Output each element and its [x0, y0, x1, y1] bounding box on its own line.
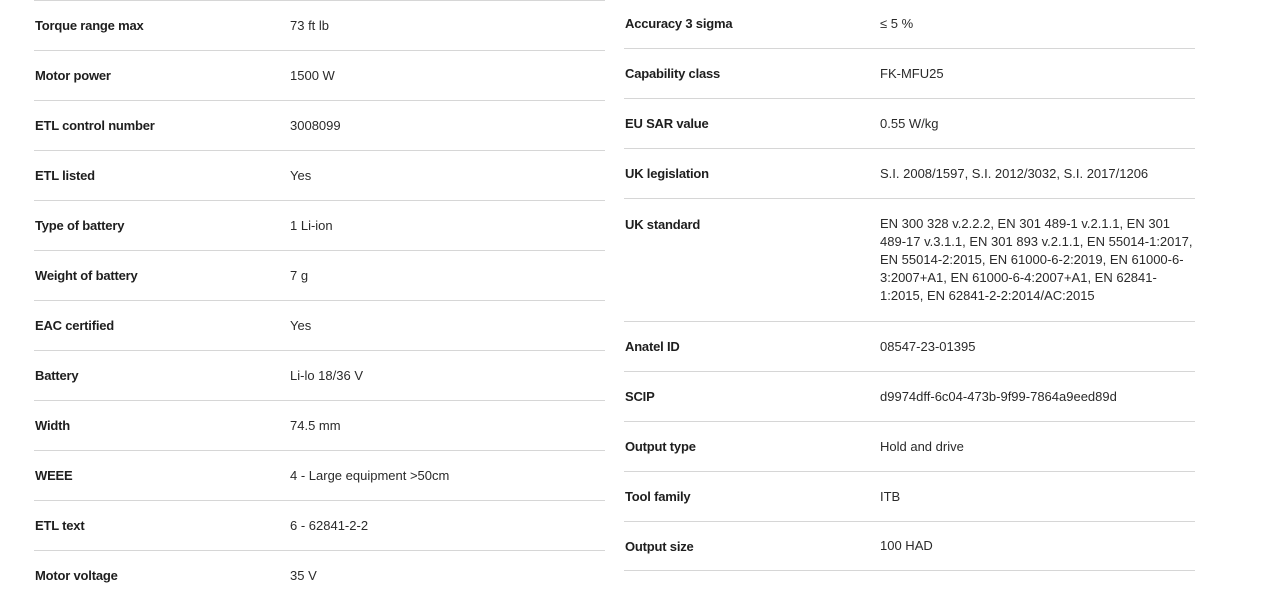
spec-label: UK legislation: [625, 166, 709, 181]
spec-label: EU SAR value: [625, 116, 709, 131]
spec-value: Yes: [290, 317, 312, 333]
spec-value: d9974dff-6c04-473b-9f99-7864a9eed89d: [880, 388, 1117, 404]
spec-value: 74.5 mm: [290, 417, 341, 433]
spec-row: EU SAR value 0.55 W/kg: [624, 98, 1195, 148]
spec-row: SCIP d9974dff-6c04-473b-9f99-7864a9eed89d: [624, 371, 1195, 421]
spec-label: Battery: [35, 368, 79, 383]
spec-table-right: Accuracy 3 sigma ≤ 5 % Capability class FK-…: [624, 0, 1195, 571]
spec-row: UK legislation S.I. 2008/1597, S.I. 2012/…: [624, 148, 1195, 198]
spec-value: 1 Li-ion: [290, 217, 333, 233]
spec-row: Torque range max 73 ft lb: [34, 0, 605, 50]
spec-value: FK-MFU25: [880, 65, 944, 81]
spec-label: Motor power: [35, 68, 111, 83]
spec-row: UK standard EN 300 328 v.2.2.2, EN 301 48…: [624, 198, 1195, 321]
spec-label: Weight of battery: [35, 268, 138, 283]
spec-label: WEEE: [35, 468, 73, 483]
spec-row: Capability class FK-MFU25: [624, 48, 1195, 98]
spec-row: ETL listed Yes: [34, 150, 605, 200]
spec-label: EAC certified: [35, 318, 115, 333]
spec-row: EAC certified Yes: [34, 300, 605, 350]
spec-label: ETL control number: [35, 118, 155, 133]
spec-value: 4 - Large equipment >50cm: [290, 467, 450, 483]
spec-label: Tool family: [625, 489, 691, 504]
spec-value: 100 HAD: [880, 538, 933, 553]
spec-label: SCIP: [625, 389, 655, 404]
spec-value: Li-lo 18/36 V: [290, 367, 363, 383]
spec-value: 7 g: [290, 267, 309, 283]
spec-row: Width 74.5 mm: [34, 400, 605, 450]
spec-value: ITB: [880, 488, 901, 504]
spec-label: Torque range max: [35, 18, 144, 33]
spec-value: 1500 W: [290, 67, 335, 83]
spec-label: Width: [35, 418, 70, 433]
spec-row: ETL text 6 - 62841-2-2: [34, 500, 605, 550]
spec-value: ≤ 5 %: [880, 15, 914, 31]
spec-label: Output size: [625, 538, 694, 554]
spec-value: 3008099: [290, 117, 341, 133]
spec-row: Output type Hold and drive: [624, 421, 1195, 471]
spec-row: Type of battery 1 Li-ion: [34, 200, 605, 250]
spec-row: Accuracy 3 sigma ≤ 5 %: [624, 0, 1195, 48]
spec-label: Output type: [625, 439, 696, 454]
spec-value: Hold and drive: [880, 438, 964, 454]
spec-row: Output size 100 HAD: [624, 521, 1195, 571]
spec-value: EN 300 328 v.2.2.2, EN 301 489-1 v.2.1.1…: [880, 216, 1193, 303]
spec-label: Accuracy 3 sigma: [625, 16, 733, 31]
spec-value: 35 V: [290, 567, 317, 583]
spec-label: ETL text: [35, 518, 85, 533]
spec-row: ETL control number 3008099: [34, 100, 605, 150]
spec-row: Motor power 1500 W: [34, 50, 605, 100]
spec-row: Weight of battery 7 g: [34, 250, 605, 300]
spec-value: 08547-23-01395: [880, 338, 976, 354]
spec-value: 6 - 62841-2-2: [290, 517, 369, 533]
spec-value: 73 ft lb: [290, 17, 330, 33]
spec-value: 0.55 W/kg: [880, 115, 939, 131]
spec-label: ETL listed: [35, 168, 95, 183]
spec-label: Motor voltage: [35, 568, 118, 583]
spec-label: Capability class: [625, 66, 721, 81]
spec-row: Tool family ITB: [624, 471, 1195, 521]
spec-row: Anatel ID 08547-23-01395: [624, 321, 1195, 371]
spec-value: S.I. 2008/1597, S.I. 2012/3032, S.I. 201…: [880, 165, 1149, 181]
spec-value: Yes: [290, 167, 312, 183]
spec-table-left: Torque range max 73 ft lb Motor power 1500 …: [34, 0, 605, 600]
spec-row: Battery Li-lo 18/36 V: [34, 350, 605, 400]
spec-row: Motor voltage 35 V: [34, 550, 605, 600]
spec-label: Anatel ID: [625, 339, 680, 354]
spec-label: Type of battery: [35, 218, 125, 233]
spec-row: WEEE 4 - Large equipment >50cm: [34, 450, 605, 500]
spec-label: UK standard: [625, 217, 701, 232]
